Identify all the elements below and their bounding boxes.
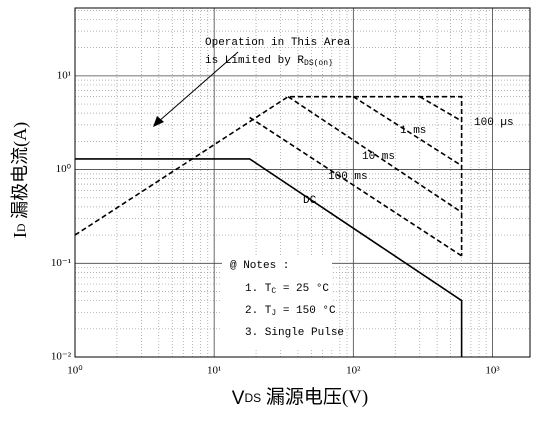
notes-title: @ Notes :: [230, 260, 289, 272]
series-line: [74, 95, 463, 256]
note-sub: C: [271, 287, 276, 296]
annotation: is Limited by RDS(on): [205, 55, 333, 68]
label-main: V: [232, 388, 245, 409]
arrow: [157, 51, 239, 123]
annotation-text: is Limited by R: [205, 55, 304, 67]
annotation: Operation in This Area: [205, 37, 351, 49]
series-label: 100 ms: [328, 171, 368, 183]
annotation-sub: DS(on): [304, 59, 333, 68]
series-line: [352, 95, 463, 167]
plot-frame: [74, 7, 531, 358]
note-text: 3. Single Pulse: [245, 327, 344, 339]
series-label: 10 ms: [362, 151, 395, 163]
note-sub: J: [271, 309, 276, 318]
series-line: [249, 116, 463, 257]
y-tick-label: 10⁰: [56, 163, 72, 175]
notes-box: [222, 255, 332, 350]
note-text: 1. T: [245, 283, 272, 295]
label-sub: DS: [244, 391, 261, 405]
label-main: I: [10, 232, 30, 238]
note: 2. TJ = 150 °C: [245, 305, 336, 318]
label-sub: D: [14, 223, 28, 232]
series-line: [75, 158, 463, 357]
x-axis-label: VDS 漏源电压(V): [232, 386, 369, 409]
y-tick-label: 10⁻¹: [51, 257, 71, 269]
note: 3. Single Pulse: [245, 327, 344, 339]
series-line: [287, 95, 463, 213]
series-label: 1 ms: [400, 125, 426, 137]
y-tick-label: 10⁻²: [51, 351, 72, 363]
label-rest: 漏源电压(V): [261, 386, 368, 408]
x-tick-label: 10²: [346, 365, 361, 377]
note: 1. TC = 25 °C: [245, 283, 329, 296]
note-text: 2. T: [245, 305, 272, 317]
series-label: DC: [303, 195, 317, 207]
series-label: 100 µs: [474, 117, 514, 129]
arrowhead: [153, 116, 164, 127]
x-tick-label: 10¹: [207, 365, 221, 377]
label-rest: 漏极电流(A): [10, 122, 31, 224]
note-text: = 150 °C: [276, 305, 336, 317]
x-tick-label: 10⁰: [67, 365, 83, 377]
note-text: = 25 °C: [276, 283, 329, 295]
y-tick-label: 10¹: [57, 69, 71, 81]
y-axis-label: ID 漏极电流(A): [10, 122, 31, 238]
x-tick-label: 10³: [485, 365, 500, 377]
series-line: [419, 95, 463, 122]
